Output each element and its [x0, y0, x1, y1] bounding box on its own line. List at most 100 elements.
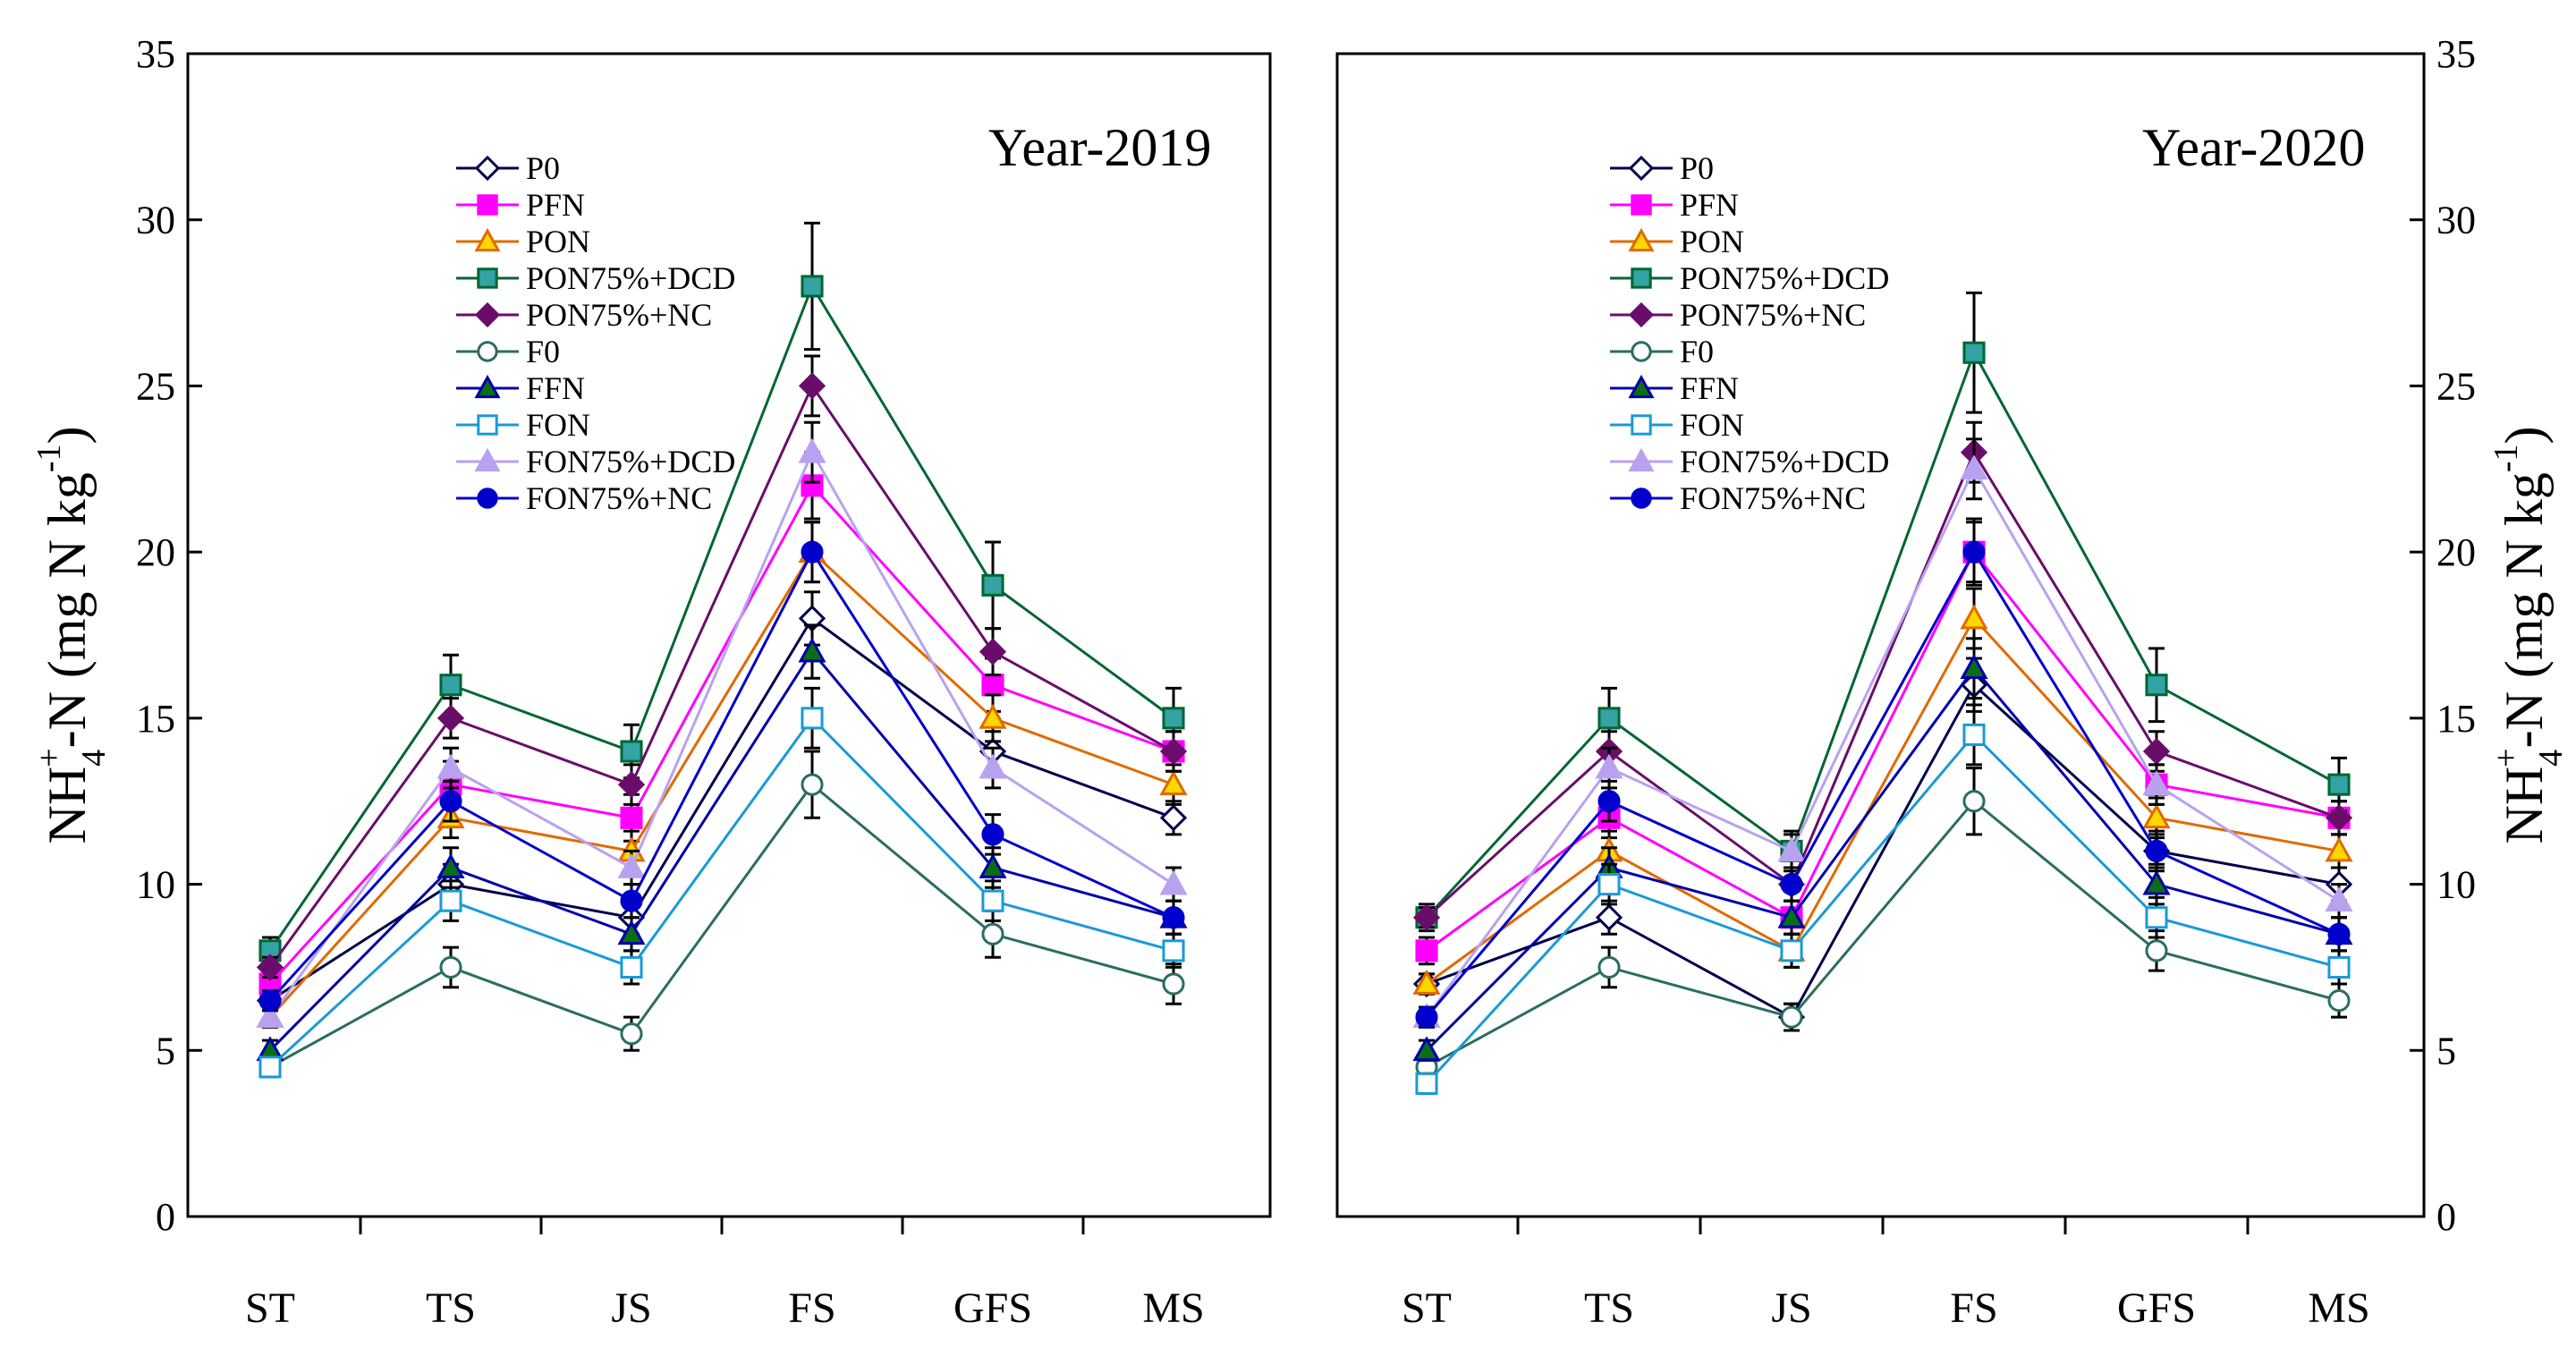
p2020-f0-point-ms: [2327, 989, 2351, 1013]
p2019-pon75pct-plus-dcd-point-fs: [801, 275, 824, 298]
p2019-ytick-label-3: 15: [136, 697, 175, 741]
p2020-fon75pct-plus-dcd-point-fs: [1960, 454, 1988, 480]
p2020-fon-point-gfs: [2145, 906, 2168, 929]
p2020-f0-point-fs: [1962, 790, 1986, 813]
p2020-ytick-label-1: 5: [2436, 1029, 2456, 1072]
p2020-fon75pct-plus-nc-point-gfs: [2145, 839, 2168, 862]
p2020-fon75pct-plus-nc-point-st: [1415, 1005, 1438, 1029]
p2019-legend-label-ffn: FFN: [526, 370, 585, 406]
p2020-xlabel-st: ST: [1402, 1284, 1452, 1332]
p2019-legend-marker-pfn: [477, 194, 498, 216]
p2019-pon75pct-plus-nc-point-js: [617, 771, 646, 799]
p2020-legend-label-f0: F0: [1680, 334, 1714, 369]
p2020-legend-marker-ffn: [1628, 374, 1655, 399]
p2019-series-pfn: [258, 451, 1185, 996]
p2019-f0-point-ms: [1162, 972, 1185, 996]
p2020-fon75pct-plus-nc-point-ms: [2327, 922, 2351, 945]
p2020-legend: P0PFNPONPON75%+DCDPON75%+NCF0FFNFONFON75…: [1610, 150, 1889, 516]
p2019-fon75pct-plus-nc-point-js: [620, 889, 643, 912]
p2019-series-fon75pct-plus-dcd: [256, 420, 1188, 1029]
p2020-f0-point-ts: [1597, 955, 1621, 979]
p2020-p0-point-ts: [1595, 903, 1623, 931]
p2019-fon75pct-plus-dcd-point-ms: [1159, 869, 1188, 895]
p2020-ffn-point-st: [1412, 1036, 1441, 1062]
p2020-xlabel-fs: FS: [1950, 1284, 1997, 1332]
p2019-ytick-label-0: 0: [156, 1195, 175, 1239]
p2020-ffn-point-fs: [1960, 654, 1988, 680]
p2020-fon-point-ms: [2327, 955, 2351, 979]
p2019-ytick-label-6: 30: [136, 199, 175, 242]
p2019-ffn-point-js: [617, 920, 646, 945]
p2020-pon75pct-plus-dcd-point-gfs: [2145, 674, 2168, 697]
p2020-series-pfn: [1415, 517, 2351, 966]
p2019-pon75pct-plus-nc-point-ts: [436, 704, 465, 732]
p2019-series-pon75pct-plus-dcd: [258, 221, 1185, 966]
p2019-legend-label-f0: F0: [526, 334, 560, 369]
p2020-legend-marker-pon75pct-plus-dcd: [1631, 267, 1652, 289]
p2019-pon-point-gfs: [979, 703, 1007, 729]
p2019-fon-point-ms: [1162, 939, 1185, 962]
p2020-ytick-label-0: 0: [2436, 1195, 2456, 1239]
panel-2019-frame: [186, 52, 1272, 1218]
right-y-axis-title: NH4+-N (mg N kg-1): [2487, 426, 2570, 844]
p2019-legend-marker-p0: [474, 155, 501, 182]
p2020-ffn-point-gfs: [2142, 869, 2171, 895]
p2019-legend-marker-fon: [477, 414, 498, 436]
p2019-legend-label-p0: P0: [526, 150, 560, 186]
p2019-pon75pct-plus-dcd-point-ms: [1162, 707, 1185, 730]
p2019-legend-marker-f0: [477, 341, 498, 362]
p2020-f0-point-gfs: [2145, 939, 2168, 962]
p2019-ffn-point-fs: [798, 637, 826, 663]
p2019-ffn-point-gfs: [979, 852, 1007, 878]
p2019-legend-marker-ffn: [474, 374, 501, 399]
p2020-legend-marker-pfn: [1631, 194, 1652, 216]
p2020-fon75pct-plus-nc-point-ts: [1597, 790, 1621, 813]
p2020-series-fon: [1415, 703, 2351, 1096]
p2019-fon75pct-plus-dcd-line: [268, 449, 1174, 1019]
p2019-xlabel-gfs: GFS: [953, 1284, 1032, 1332]
p2020-f0-point-js: [1780, 1005, 1803, 1029]
p2019-legend-label-pon: PON: [526, 224, 590, 259]
p2019-fon-point-gfs: [981, 889, 1004, 912]
p2020-legend-marker-f0: [1631, 341, 1652, 362]
p2019-series-fon: [258, 686, 1185, 1079]
p2019-fon-point-fs: [801, 707, 824, 730]
p2019-legend-marker-fon75pct-plus-dcd: [474, 447, 501, 472]
p2020-pon75pct-plus-dcd-point-ms: [2327, 773, 2351, 796]
p2020-fon75pct-plus-nc-line: [1425, 549, 2340, 1019]
p2020-series-fon75pct-plus-nc: [1415, 521, 2351, 1029]
p2020-xlabel-ms: MS: [2308, 1284, 2369, 1332]
p2019-ytick-label-4: 20: [136, 530, 175, 574]
p2020-pon75pct-plus-nc-point-gfs: [2142, 737, 2171, 766]
p2020-pon-line: [1426, 615, 2340, 986]
p2020-legend-label-pfn: PFN: [1680, 187, 1739, 223]
p2020-legend-marker-p0: [1628, 155, 1655, 182]
p2019-legend-label-fon75pct-plus-dcd: FON75%+DCD: [526, 444, 735, 479]
p2019-ffn-line: [268, 649, 1174, 1052]
p2019-series-pon75pct-plus-nc: [256, 354, 1188, 981]
p2020-f0-line: [1426, 799, 2340, 1069]
p2020-pon75pct-plus-nc-point-ms: [2325, 804, 2353, 832]
p2019-legend-marker-fon75pct-plus-nc: [477, 488, 498, 509]
p2019-series-fon75pct-plus-nc: [258, 521, 1185, 1013]
p2020-fon75pct-plus-dcd-point-gfs: [2142, 770, 2171, 796]
p2019-p0-line: [269, 616, 1174, 1002]
p2020-legend-marker-fon75pct-plus-nc: [1631, 488, 1652, 509]
p2019-f0-point-ts: [439, 955, 462, 979]
panel-2020-frame: [1335, 52, 2426, 1218]
p2019-f0-point-gfs: [981, 922, 1004, 945]
p2019-fon75pct-plus-dcd-point-js: [617, 852, 646, 878]
p2019-pon75pct-plus-dcd-point-js: [620, 740, 643, 763]
p2019-pon75pct-plus-nc-point-ms: [1159, 737, 1188, 766]
panel-2019-title: Year-2019: [988, 118, 1211, 177]
p2019-fon75pct-plus-dcd-point-ts: [436, 753, 465, 779]
p2019-xlabel-st: ST: [245, 1284, 295, 1332]
p2019-series-f0: [258, 750, 1185, 1079]
p2020-ffn-line: [1425, 666, 2340, 1052]
p2020-fon-line: [1425, 733, 2340, 1085]
p2019-fon75pct-plus-nc-point-gfs: [981, 823, 1004, 846]
